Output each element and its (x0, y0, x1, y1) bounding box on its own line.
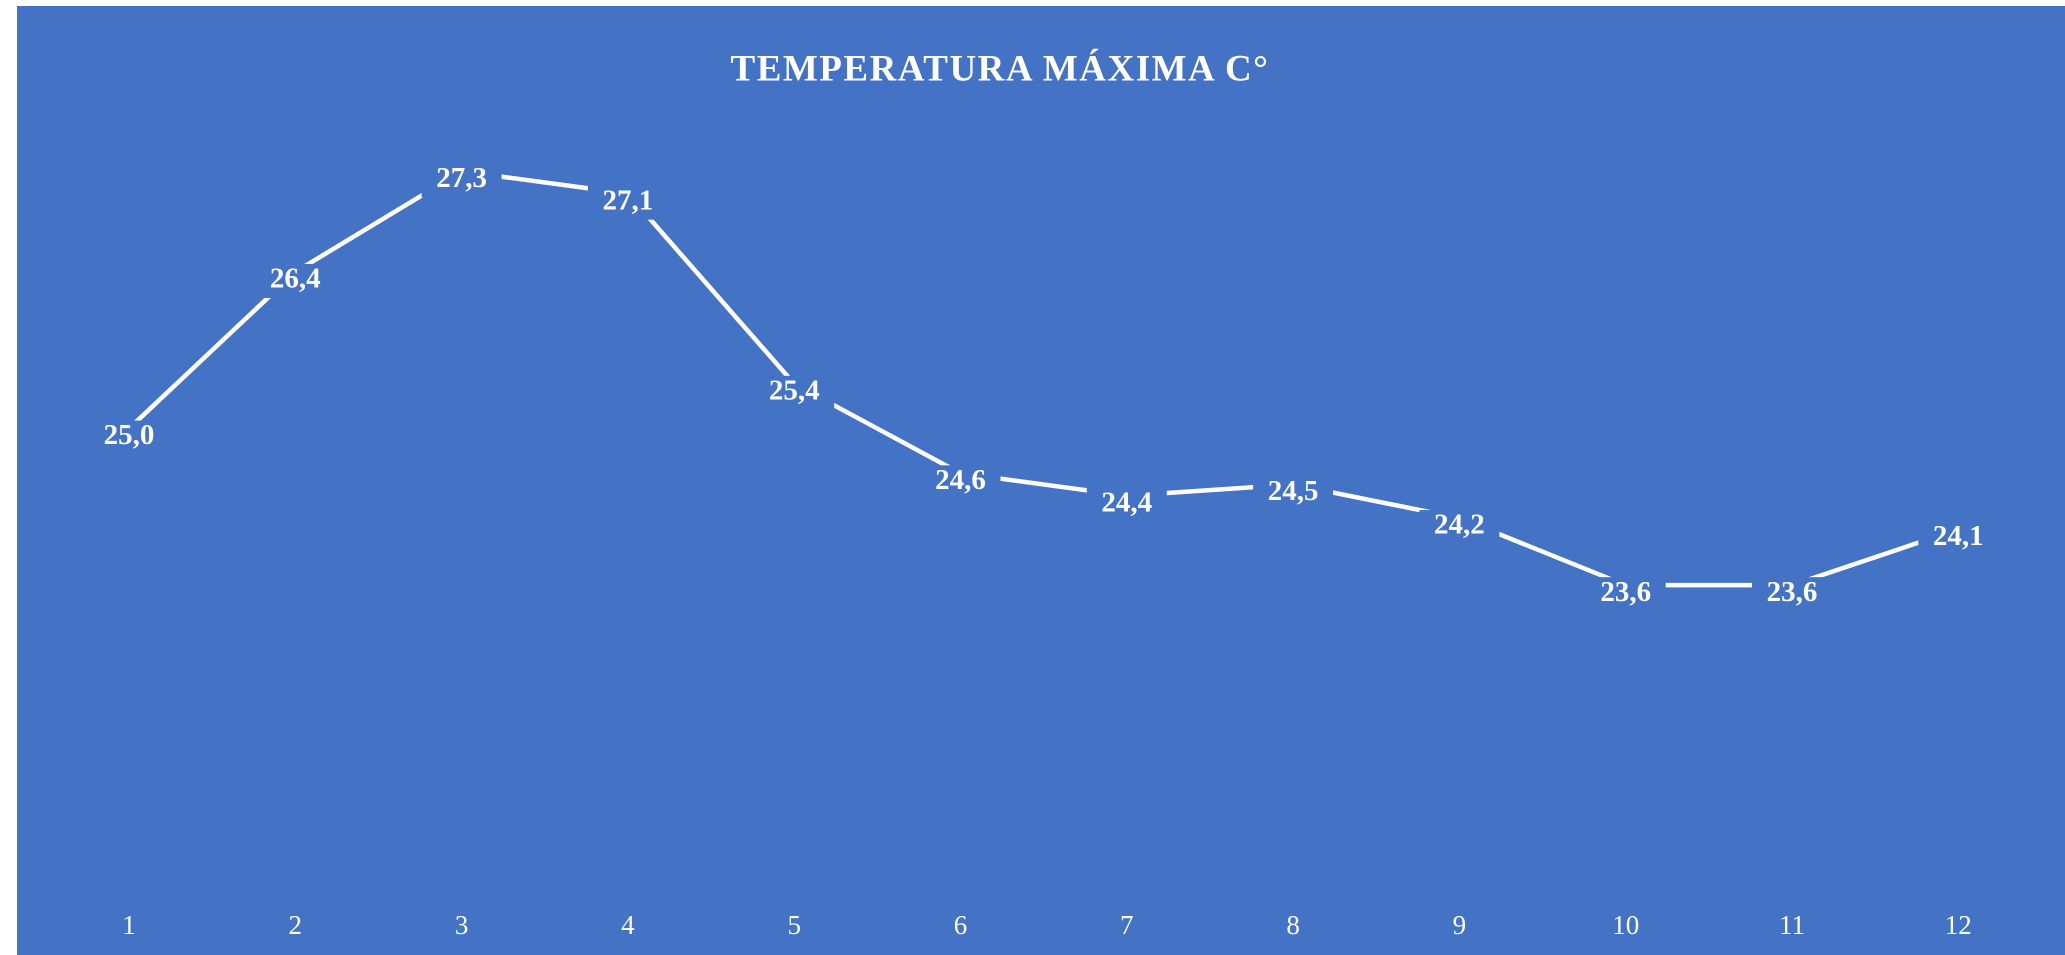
data-label: 27,3 (436, 162, 487, 194)
data-label: 24,5 (1268, 475, 1319, 507)
data-label: 24,4 (1101, 486, 1152, 518)
chart-title: TEMPERATURA MÁXIMA C° (731, 47, 1270, 89)
chart-background (17, 6, 2065, 955)
x-tick-label: 11 (1779, 910, 1805, 940)
label-background (1419, 510, 1500, 545)
x-tick-label: 9 (1453, 910, 1467, 940)
x-tick-label: 8 (1286, 910, 1300, 940)
x-tick-label: 5 (787, 910, 801, 940)
x-tick-label: 2 (289, 910, 303, 940)
label-background (421, 163, 502, 198)
data-label: 26,4 (270, 263, 321, 295)
label-background (1752, 577, 1832, 612)
data-label: 24,6 (935, 464, 986, 496)
x-tick-label: 4 (621, 910, 635, 940)
label-background (754, 375, 835, 410)
x-tick-label: 3 (455, 910, 469, 940)
data-label: 27,1 (603, 184, 654, 216)
data-label: 23,6 (1600, 576, 1651, 608)
data-label: 25,0 (104, 419, 155, 451)
label-background (920, 465, 1001, 500)
data-label: 24,2 (1434, 509, 1485, 541)
label-background (587, 185, 668, 220)
x-tick-label: 10 (1612, 910, 1639, 940)
data-label: 25,4 (769, 374, 820, 406)
data-label: 23,6 (1767, 576, 1818, 608)
label-background (1086, 487, 1167, 522)
x-tick-label: 7 (1120, 910, 1134, 940)
data-label: 24,1 (1933, 520, 1984, 552)
label-background (1918, 521, 1999, 556)
label-background (255, 263, 336, 298)
x-tick-label: 6 (954, 910, 968, 940)
x-tick-label: 12 (1945, 910, 1972, 940)
x-tick-label: 1 (122, 910, 136, 940)
label-background (89, 420, 169, 455)
label-background (1253, 476, 1334, 511)
label-background (1585, 577, 1666, 612)
